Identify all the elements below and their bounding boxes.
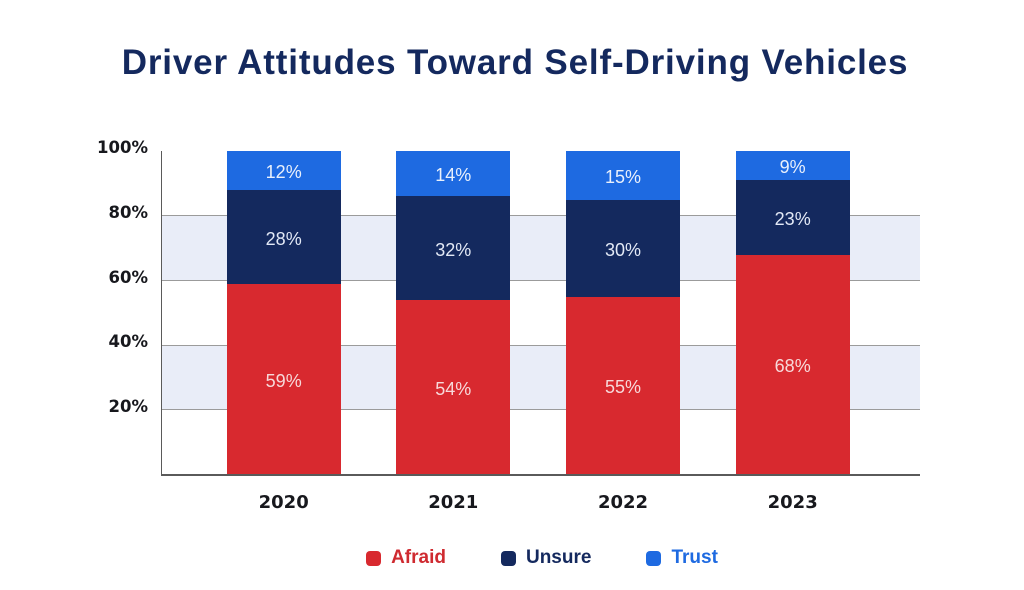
bar-value-label-unsure-2022: 30% [604,239,642,260]
x-axis-label-2020: 2020 [258,491,309,513]
y-axis-tick-label: 20% [108,397,149,417]
bar-segment-unsure-2023 [735,180,850,255]
legend-swatch-trust [646,550,662,566]
gridline [161,215,920,217]
bar-value-label-trust-2023: 9% [779,157,806,178]
bar-segment-trust-2021 [396,151,511,197]
y-axis-tick-label: 60% [108,267,149,287]
bar-segment-trust-2020 [226,151,341,190]
legend-item-trust: Trust [646,544,718,572]
x-axis-label-2022: 2022 [597,491,649,513]
bar-segment-trust-2023 [735,151,850,181]
legend-swatch-unsure [500,550,516,566]
x-axis-line [160,474,920,476]
bar-2022: 55% 30% 15% [566,151,680,475]
bar-value-label-afraid-2021: 54% [435,378,472,399]
gridline [161,409,920,411]
legend-label-unsure: Unsure [525,547,592,568]
bar-2021: 54% 32% 14% [396,151,511,475]
bar-value-label-unsure-2020: 28% [265,228,302,249]
bar-segment-afraid-2020 [226,283,341,475]
bar-value-label-trust-2022: 15% [604,167,642,188]
gridline [161,344,920,346]
bar-segment-unsure-2022 [566,199,680,297]
legend-item-afraid: Afraid [366,544,446,572]
gridline [161,279,920,281]
y-axis-line [160,151,163,476]
y-axis-tick-label: 100% [97,138,148,158]
bar-segment-unsure-2021 [396,196,511,300]
x-axis-label-2021: 2021 [428,491,479,513]
legend-label-trust: Trust [671,547,718,568]
bar-value-label-trust-2020: 12% [265,162,302,183]
y-axis-tick-label: 40% [108,332,149,352]
bar-value-label-afraid-2023: 68% [774,356,811,377]
bar-segment-afraid-2022 [566,296,680,475]
legend: Afraid Unsure Trust [30,544,1024,572]
x-axis-label-2023: 2023 [767,491,818,513]
bar-2023: 68% 23% 9% [735,151,850,475]
legend-label-afraid: Afraid [391,547,446,568]
y-axis-tick-label: 80% [108,203,149,223]
bar-value-label-unsure-2023: 23% [774,209,811,230]
legend-item-unsure: Unsure [500,544,592,572]
bar-value-label-trust-2021: 14% [435,165,472,186]
bar-value-label-afraid-2020: 59% [265,370,302,391]
bar-value-label-afraid-2022: 55% [604,377,642,398]
chart-title: Driver Attitudes Toward Self-Driving Veh… [121,43,909,82]
bar-segment-afraid-2023 [735,254,850,475]
bar-segment-trust-2022 [566,151,680,200]
bar-segment-afraid-2021 [396,299,511,475]
bar-segment-unsure-2020 [226,189,341,284]
legend-swatch-afraid [366,550,382,566]
bar-2020: 59% 28% 12% [226,151,341,475]
bar-value-label-unsure-2021: 32% [435,239,472,260]
